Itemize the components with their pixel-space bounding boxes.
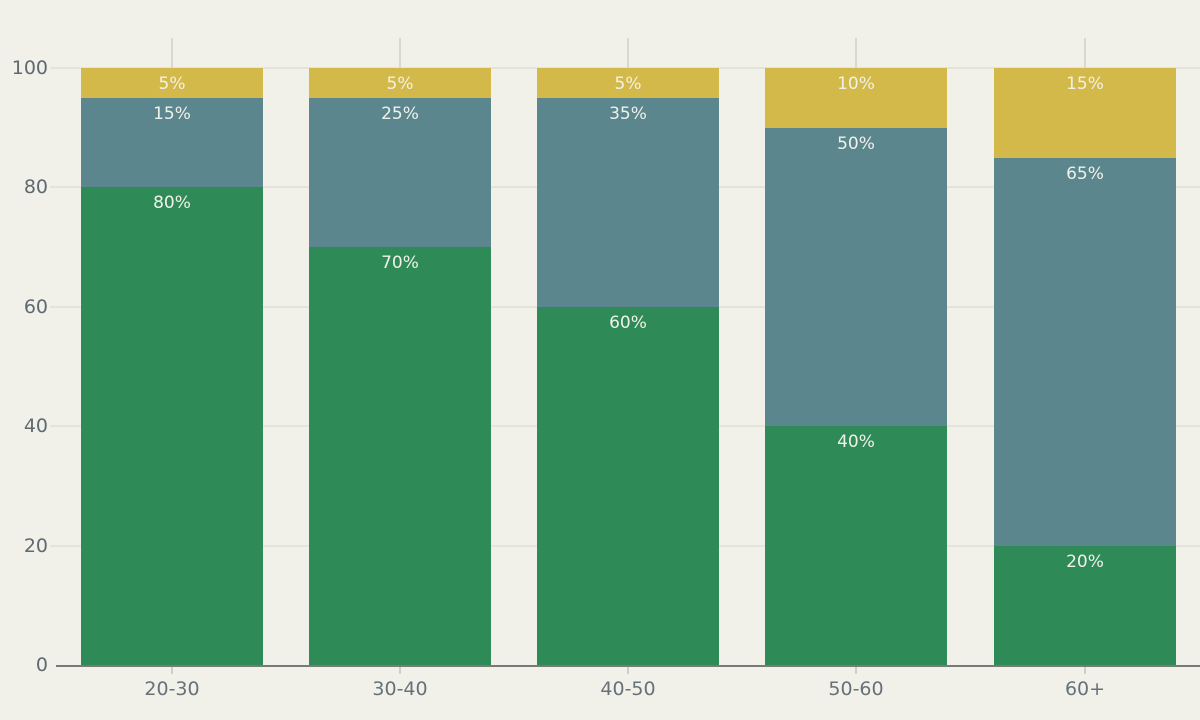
bottom-tick-mark [627, 667, 629, 674]
segment-value-label: 15% [153, 103, 191, 124]
segment-value-label: 10% [837, 74, 875, 94]
segment-value-label: 80% [153, 193, 191, 214]
y-axis-label: 80 [23, 176, 48, 199]
x-axis-label: 30-40 [372, 678, 428, 700]
green-bottom-segment: 60% [537, 306, 719, 665]
gold-top-segment: 5% [309, 68, 491, 98]
segment-value-label: 25% [381, 103, 419, 124]
green-bottom-segment: 40% [765, 426, 947, 665]
teal-middle-segment: 65% [994, 157, 1176, 546]
y-axis-label: 20 [23, 534, 48, 557]
segment-value-label: 70% [381, 253, 419, 274]
top-tick-mark [399, 38, 401, 68]
segment-value-label: 5% [614, 74, 642, 94]
gold-top-segment: 15% [994, 68, 1176, 158]
y-axis-label: 100 [11, 57, 48, 79]
bottom-tick-mark [399, 667, 401, 674]
gold-top-segment: 10% [765, 68, 947, 128]
green-bottom-segment: 70% [309, 247, 491, 665]
bottom-tick-mark [855, 667, 857, 674]
segment-value-label: 5% [158, 74, 186, 94]
teal-middle-segment: 50% [765, 127, 947, 427]
y-axis-label: 40 [23, 415, 48, 438]
segment-value-label: 15% [1066, 74, 1104, 94]
top-tick-mark [855, 38, 857, 68]
top-tick-mark [171, 38, 173, 68]
segment-value-label: 65% [1066, 163, 1104, 184]
teal-middle-segment: 25% [309, 97, 491, 248]
segment-value-label: 5% [386, 74, 414, 94]
top-tick-mark [1084, 38, 1086, 68]
gold-top-segment: 5% [537, 68, 719, 98]
x-axis-line [56, 665, 1200, 667]
segment-value-label: 40% [837, 432, 875, 453]
bottom-tick-mark [171, 667, 173, 674]
x-axis-label: 40-50 [600, 678, 656, 700]
segment-value-label: 20% [1066, 551, 1104, 572]
y-axis-label: 0 [35, 654, 48, 676]
teal-middle-segment: 35% [537, 97, 719, 307]
x-axis-label: 60+ [1064, 678, 1106, 700]
green-bottom-segment: 20% [994, 545, 1176, 665]
bottom-tick-mark [1084, 667, 1086, 674]
top-tick-mark [627, 38, 629, 68]
x-axis-label: 50-60 [828, 678, 884, 700]
teal-middle-segment: 15% [81, 97, 263, 188]
segment-value-label: 35% [609, 103, 647, 124]
x-axis-label: 20-30 [144, 678, 200, 700]
segment-value-label: 60% [609, 312, 647, 333]
green-bottom-segment: 80% [81, 187, 263, 665]
gold-top-segment: 5% [81, 68, 263, 98]
segment-value-label: 50% [837, 133, 875, 154]
y-axis-label: 60 [23, 295, 48, 318]
